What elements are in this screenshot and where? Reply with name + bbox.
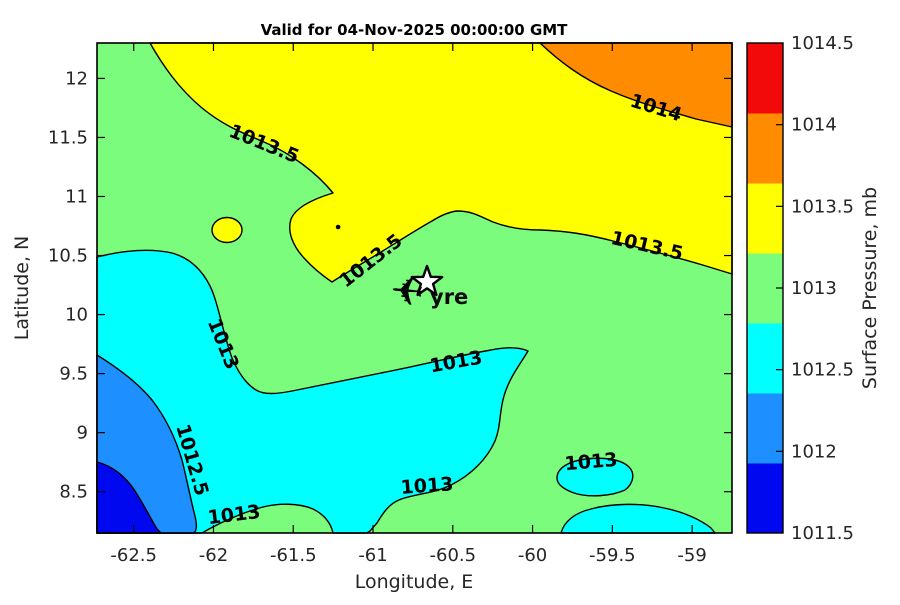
x-tick-label: -59	[677, 545, 706, 566]
plot-frame	[96, 42, 733, 534]
colorbar-band-orange	[747, 113, 783, 184]
colorbar-tick-label: 1012.5	[791, 360, 854, 381]
marker-label: yre	[430, 285, 468, 309]
region-cyan-south-blob	[556, 457, 634, 497]
x-tick-label: -61	[358, 545, 387, 566]
colorbar-label: Surface Pressure, mb	[859, 187, 881, 389]
colorbar-tick-label: 1011.5	[791, 523, 854, 544]
x-tick-label: -59.5	[589, 545, 636, 566]
x-tick-label: -60.5	[430, 545, 477, 566]
contour-label: 1013	[564, 449, 619, 476]
x-axis-label: Longitude, E	[355, 571, 474, 593]
chart-title: Valid for 04-Nov-2025 00:00:00 GMT	[261, 21, 569, 39]
region-cyan-southwest	[96, 249, 529, 534]
y-tick-label: 9.5	[59, 364, 88, 385]
colorbar-band-yellow	[747, 183, 783, 254]
y-tick-label: 11	[65, 186, 88, 207]
axes-and-ticks: -62.5 -62 -61.5 -61 -60.5 -60 -59.5 -59 8.5 9 9.5 1…	[48, 42, 733, 566]
contour-dot	[335, 224, 341, 230]
y-axis-label: Latitude, N	[11, 236, 33, 341]
x-tick-label: -62	[199, 545, 228, 566]
y-tick-label: 10	[65, 305, 88, 326]
region-darkblue-southwest-corner	[96, 461, 162, 534]
x-tick-label: -61.5	[270, 545, 317, 566]
contour-regions	[96, 42, 733, 534]
y-tick-label: 8.5	[59, 482, 88, 503]
region-cyan-southeast-blob	[560, 503, 716, 534]
x-tick-label: -62.5	[110, 545, 157, 566]
colorbar-tick-label: 1013	[791, 278, 837, 299]
colorbar-band-cyan	[747, 323, 783, 394]
colorbar-tick-label: 1014.5	[791, 33, 854, 54]
y-tick-label: 10.5	[48, 246, 88, 267]
colorbar-tick-label: 1014	[791, 115, 837, 136]
location-marker: ✈ yre	[388, 264, 468, 317]
region-yellow-north	[149, 42, 733, 283]
region-yellow-spot	[211, 216, 243, 244]
contour-label: 1013	[400, 473, 454, 499]
star-icon	[410, 264, 444, 297]
colorbar-band-red	[747, 43, 783, 114]
x-tick-label: -60	[518, 545, 547, 566]
plane-icon: ✈	[388, 268, 425, 317]
y-tick-label: 11.5	[48, 127, 88, 148]
y-tick-label: 9	[77, 423, 88, 444]
colorbar-tick-label: 1012	[791, 441, 837, 462]
colorbar-band-blue	[747, 393, 783, 464]
colorbar-band-darkblue	[747, 463, 783, 534]
colorbar: 1011.5 1012 1012.5 1013 1013.5 1014 1014.5	[746, 33, 854, 544]
region-orange-northeast	[539, 42, 733, 128]
colorbar-tick-label: 1013.5	[791, 196, 854, 217]
y-tick-label: 12	[65, 68, 88, 89]
